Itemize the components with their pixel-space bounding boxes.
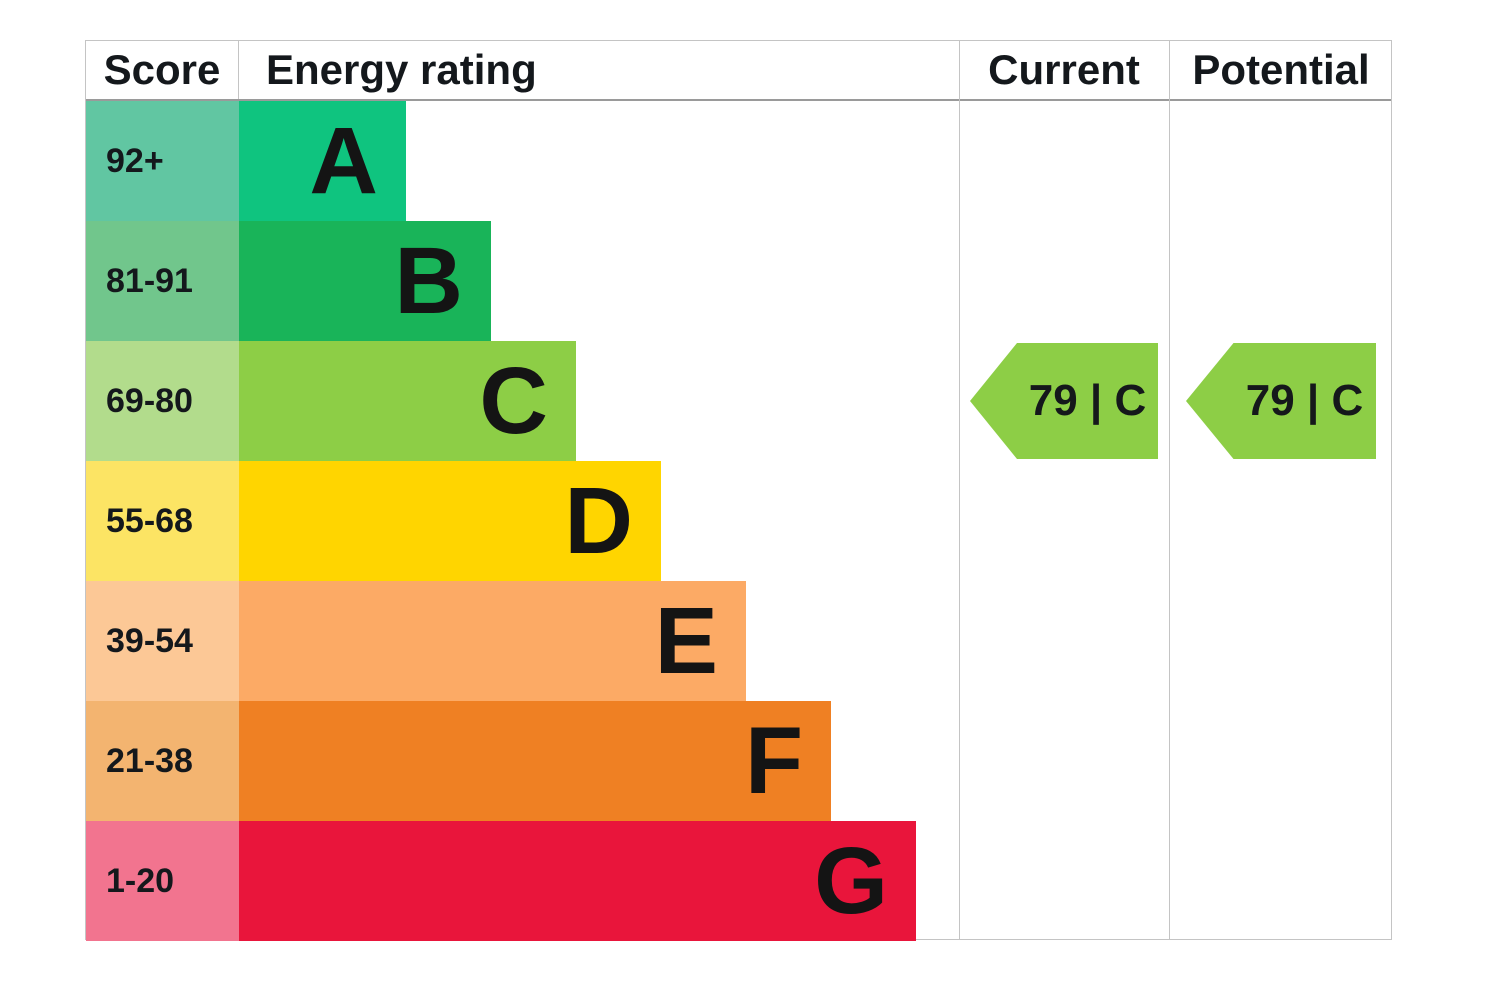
potential-column-header: Potential <box>1192 46 1370 93</box>
band-bar-f: F <box>239 701 831 821</box>
potential-column-divider <box>1169 41 1170 939</box>
epc-table: Score Energy rating Current Potential 92… <box>85 40 1392 941</box>
band-letter-e: E <box>654 587 718 694</box>
score-range-a: 92+ <box>86 101 239 221</box>
band-row-f: 21-38 F <box>86 701 959 821</box>
band-rows: 92+ A 81-91 B 69-80 C 55-68 <box>86 101 959 941</box>
score-range-e: 39-54 <box>86 581 239 701</box>
band-bar-d: D <box>239 461 661 581</box>
band-bar-e: E <box>239 581 746 701</box>
band-bar-c: C <box>239 341 576 461</box>
score-range-g: 1-20 <box>86 821 239 941</box>
band-row-d: 55-68 D <box>86 461 959 581</box>
band-row-b: 81-91 B <box>86 221 959 341</box>
current-column-header: Current <box>988 46 1140 93</box>
score-range-c: 69-80 <box>86 341 239 461</box>
band-row-a: 92+ A <box>86 101 959 221</box>
band-letter-c: C <box>479 347 548 454</box>
band-letter-b: B <box>394 227 463 334</box>
band-row-e: 39-54 E <box>86 581 959 701</box>
band-letter-d: D <box>564 467 633 574</box>
band-letter-a: A <box>309 107 378 214</box>
band-letter-g: G <box>814 827 888 934</box>
current-column-divider <box>959 41 960 939</box>
band-letter-f: F <box>744 707 803 814</box>
table-header-row: Score Energy rating Current Potential <box>86 41 1391 101</box>
score-column-header: Score <box>86 41 239 99</box>
band-bar-b: B <box>239 221 491 341</box>
band-bar-a: A <box>239 101 406 221</box>
band-bar-g: G <box>239 821 916 941</box>
score-range-d: 55-68 <box>86 461 239 581</box>
score-range-b: 81-91 <box>86 221 239 341</box>
band-row-g: 1-20 G <box>86 821 959 941</box>
current-rating-arrow: 79 | C <box>970 343 1158 459</box>
band-row-c: 69-80 C <box>86 341 959 461</box>
potential-rating-arrow: 79 | C <box>1186 343 1376 459</box>
energy-rating-column-header: Energy rating <box>266 46 537 93</box>
score-range-f: 21-38 <box>86 701 239 821</box>
